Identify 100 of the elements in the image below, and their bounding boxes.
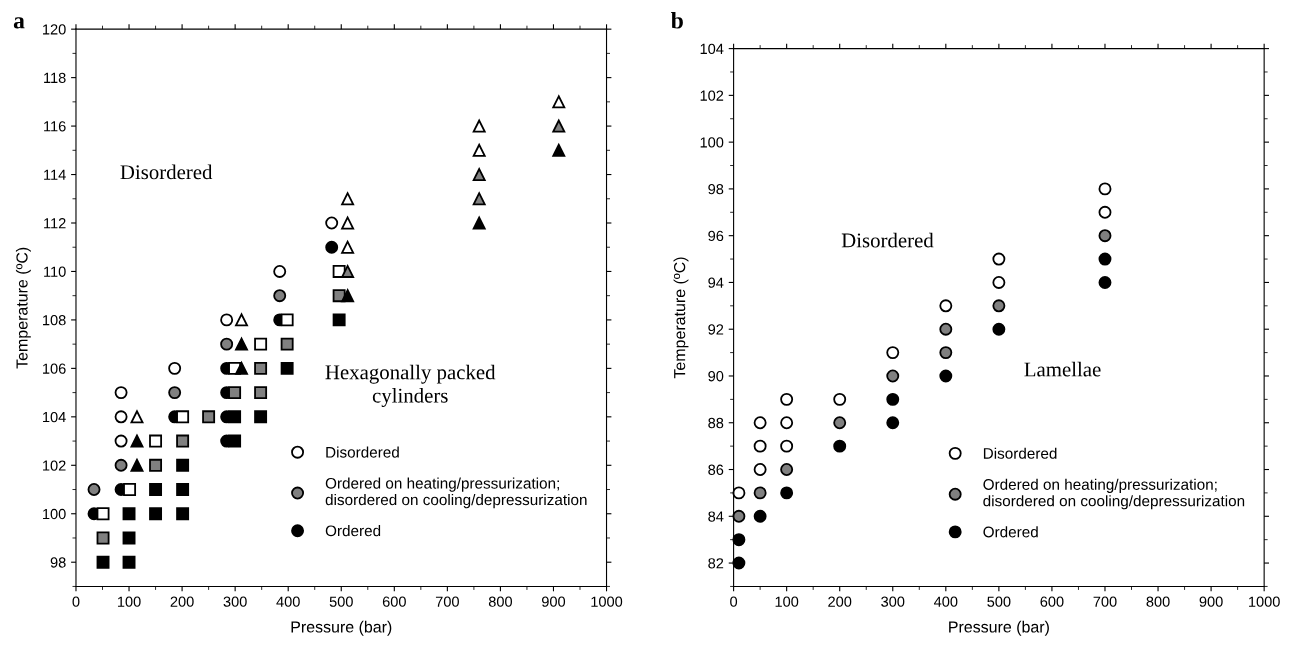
point (176, 410, 190, 424)
point (325, 240, 339, 254)
x-tick-label: 700 (435, 596, 459, 607)
point (753, 463, 767, 476)
point (176, 458, 190, 472)
x-tick-label: 700 (1093, 596, 1117, 607)
x-tick-label: 1000 (591, 596, 623, 607)
point (280, 361, 294, 375)
y-tick-label: 84 (708, 511, 724, 522)
point (122, 507, 136, 521)
y-axis-title: Temperature (ºC) (673, 257, 689, 379)
point (325, 216, 339, 230)
point (780, 463, 794, 476)
point (939, 369, 953, 383)
y-tick-label: 110 (44, 266, 66, 277)
point (130, 434, 144, 448)
point (341, 264, 355, 278)
x-tick-label: 400 (276, 596, 300, 607)
point (552, 119, 566, 133)
point (780, 486, 794, 500)
point (472, 192, 486, 206)
y-tick-label: 92 (708, 324, 724, 335)
x-tick-label: 200 (828, 596, 852, 607)
point (732, 486, 746, 500)
point (472, 119, 486, 133)
x-tick-label: 0 (730, 596, 738, 607)
point (220, 313, 234, 327)
legend-label: Disordered (326, 446, 399, 458)
legend-label: Disordered (983, 447, 1057, 459)
x-axis-title: Pressure (bar) (291, 620, 392, 636)
x-tick-label: 500 (987, 596, 1011, 607)
y-tick-label: 116 (44, 121, 66, 132)
y-tick-label: 104 (43, 411, 66, 423)
point (168, 361, 182, 375)
point (992, 299, 1006, 313)
point (992, 275, 1006, 289)
y-tick-label: 98 (50, 557, 66, 568)
point (149, 458, 163, 472)
y-tick-label: 100 (700, 137, 724, 148)
point (992, 322, 1006, 336)
y-tick-label: 120 (43, 24, 66, 35)
point (341, 192, 355, 206)
point (753, 416, 767, 430)
y-tick-label: 96 (708, 230, 724, 242)
chart-title: b (671, 11, 683, 29)
x-tick-label: 400 (933, 596, 958, 607)
point (280, 313, 294, 327)
point (332, 313, 346, 327)
point (833, 392, 847, 406)
point (1098, 229, 1112, 243)
point (939, 322, 953, 336)
point (149, 434, 163, 448)
point (341, 240, 355, 254)
y-tick-label: 118 (44, 72, 66, 84)
point (87, 483, 101, 496)
point (130, 458, 144, 472)
point (228, 386, 242, 400)
point (176, 434, 190, 448)
annotation: Disordered (120, 164, 213, 180)
point (254, 410, 268, 424)
point (833, 416, 847, 430)
point (122, 555, 136, 569)
x-tick-label: 900 (541, 596, 566, 607)
legend-label: Ordered on heating/pressurization; disordered on cooling/depressurization (325, 477, 587, 509)
x-axis-title: Pressure (bar) (949, 620, 1049, 636)
y-tick-label: 88 (708, 417, 724, 429)
point (472, 143, 486, 157)
y-tick-label: 86 (708, 464, 724, 475)
point (114, 434, 128, 448)
point (472, 168, 486, 181)
point (732, 533, 746, 547)
point (780, 439, 794, 453)
point (472, 216, 486, 230)
x-tick-label: 300 (223, 596, 247, 607)
point (753, 486, 767, 500)
point (886, 369, 900, 383)
point (886, 346, 900, 360)
y-tick-label: 104 (700, 43, 724, 55)
x-tick-label: 100 (775, 596, 799, 607)
point (123, 483, 137, 496)
point (780, 416, 794, 430)
point (96, 507, 110, 521)
point (732, 556, 746, 570)
y-tick-label: 82 (708, 558, 724, 569)
point (552, 143, 566, 157)
chart-title: a (13, 17, 25, 29)
x-tick-label: 0 (72, 596, 80, 607)
point (235, 337, 248, 351)
y-tick-label: 100 (43, 508, 66, 520)
legend-label: Ordered (325, 525, 381, 537)
point (254, 386, 268, 400)
y-tick-label: 102 (43, 460, 66, 471)
annotation: Hexagonally packed cylinders (325, 364, 496, 407)
point (235, 361, 248, 375)
point (254, 337, 268, 351)
y-tick-label: 90 (708, 371, 724, 382)
x-tick-label: 500 (329, 596, 353, 607)
y-axis-title: Temperature (ºC) (15, 247, 31, 369)
x-tick-label: 800 (1146, 596, 1170, 607)
y-tick-label: 94 (708, 277, 724, 288)
